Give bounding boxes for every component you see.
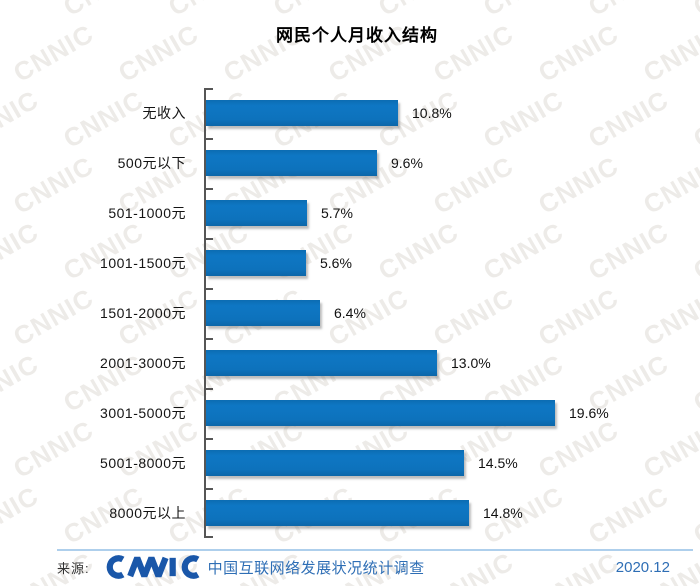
axis-tick [204,88,213,90]
value-label: 9.6% [391,155,423,171]
bar [206,350,437,376]
value-label: 19.6% [569,405,609,421]
bar [206,200,307,226]
value-label: 10.8% [412,105,452,121]
axis-tick [204,188,213,190]
footer-divider [57,549,693,551]
value-label: 13.0% [451,355,491,371]
value-label: 5.7% [321,205,353,221]
bar [206,500,469,526]
bar [206,300,320,326]
value-label: 14.8% [483,505,523,521]
axis-tick [204,388,213,390]
value-label: 14.5% [478,455,518,471]
category-label: 2001-3000元 [100,355,186,371]
category-label: 无收入 [142,105,186,121]
source-label: 来源: [57,560,90,576]
category-label: 5001-8000元 [100,455,186,471]
footer: 来源: 中国互联网络发展状况统计调查 2020.12 [57,552,670,582]
axis-tick [204,288,213,290]
axis-tick [204,438,213,440]
axis-tick [204,536,213,538]
bar [206,250,306,276]
value-label: 5.6% [320,255,352,271]
bar [206,400,555,426]
bar [206,450,464,476]
category-label: 3001-5000元 [100,405,186,421]
bar [206,100,398,126]
cnnic-logo-icon [106,555,200,579]
source-tagline: 中国互联网络发展状况统计调查 [207,559,425,577]
axis-tick [204,488,213,490]
axis-tick [204,138,213,140]
category-label: 1501-2000元 [100,305,186,321]
category-label: 8000元以上 [109,505,186,521]
category-label: 1001-1500元 [100,255,186,271]
category-label: 500元以下 [117,155,186,171]
report-date: 2020.12 [615,558,670,576]
category-label: 501-1000元 [108,205,186,221]
y-axis-line [204,88,206,538]
value-label: 6.4% [334,305,366,321]
axis-tick [204,338,213,340]
bar [206,150,377,176]
chart-title: 网民个人月收入结构 [276,26,438,45]
axis-tick [204,238,213,240]
